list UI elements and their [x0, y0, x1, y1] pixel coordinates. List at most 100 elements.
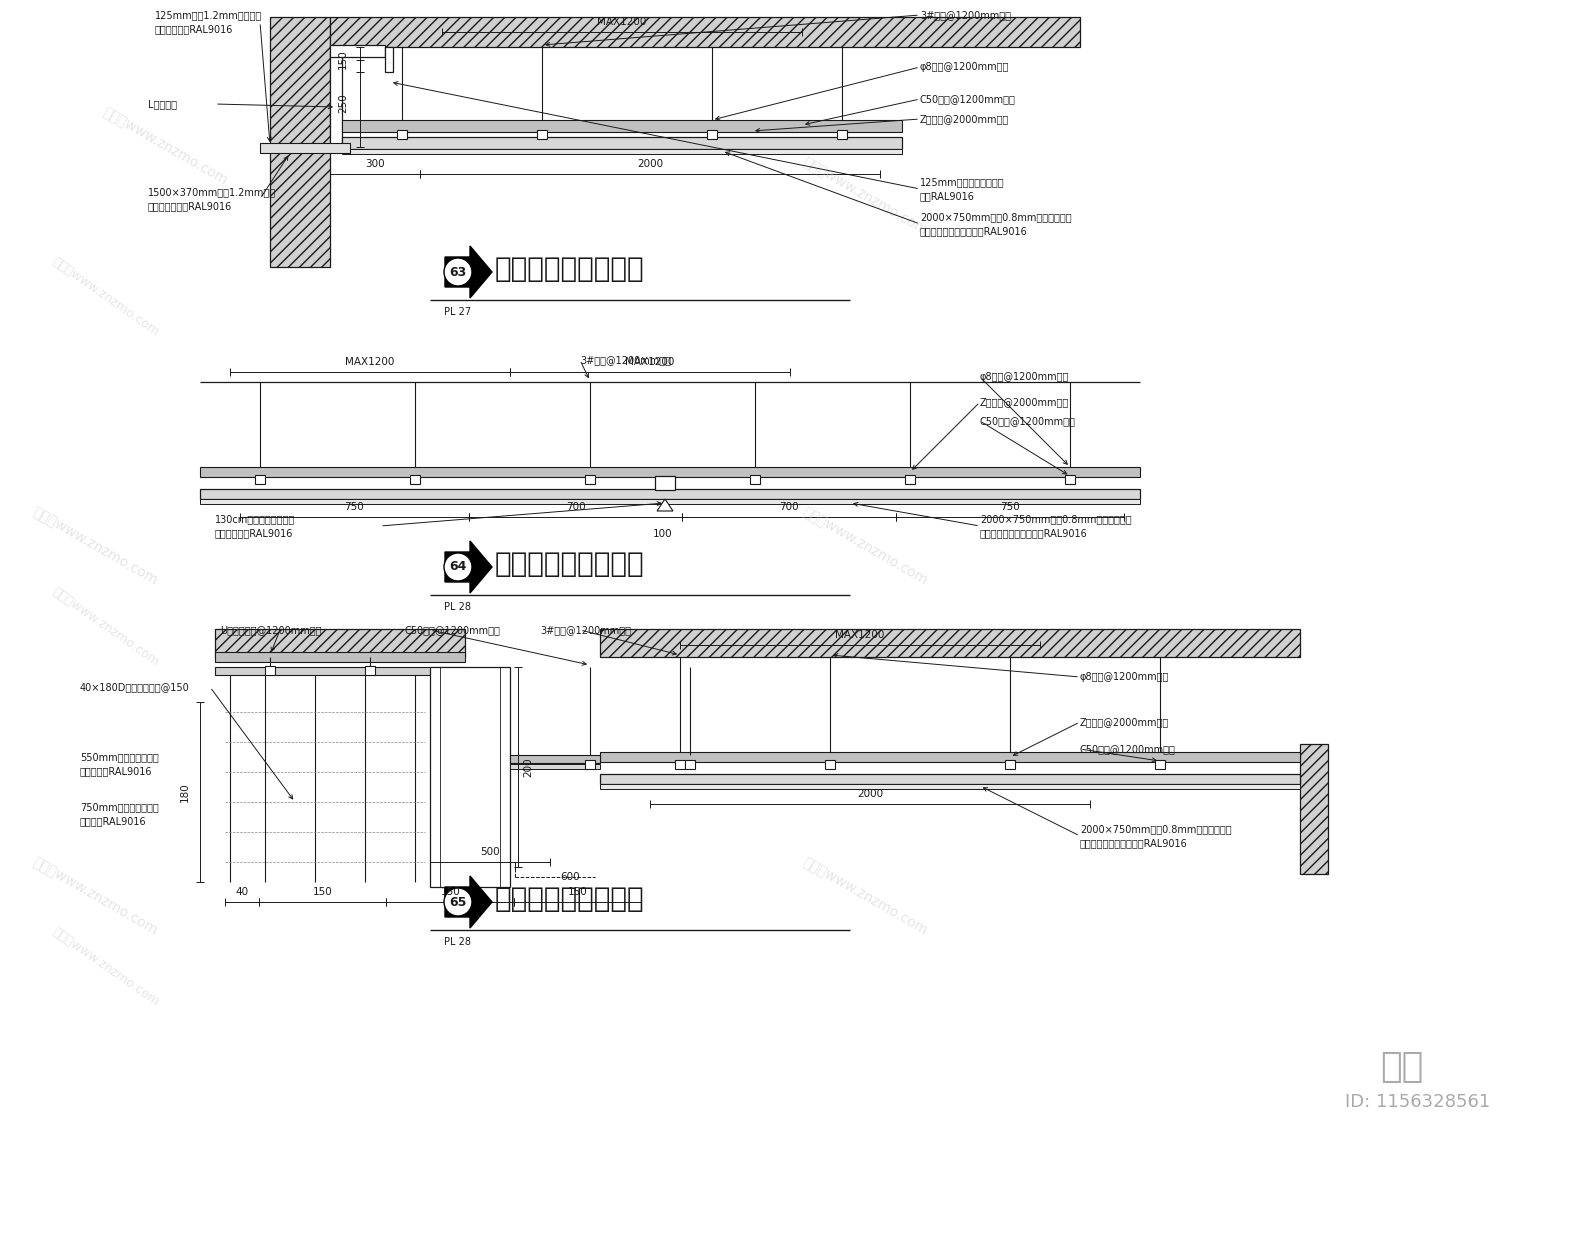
Text: PL 27: PL 27 — [445, 307, 471, 317]
Bar — [1299, 744, 1327, 874]
Bar — [600, 752, 1299, 762]
Text: 40×180D型铝合金挂片@150: 40×180D型铝合金挂片@150 — [80, 682, 190, 692]
Text: 顶板，颜色RAL9016: 顶板，颜色RAL9016 — [80, 766, 152, 776]
Bar — [905, 475, 914, 484]
Text: 金吊顶，颜色RAL9016: 金吊顶，颜色RAL9016 — [215, 527, 294, 537]
Bar — [825, 759, 836, 769]
Text: 知末网www.znzmo.com: 知末网www.znzmo.com — [30, 505, 160, 589]
Bar — [200, 466, 1141, 478]
Bar — [600, 784, 1299, 789]
Bar — [511, 764, 600, 769]
Bar — [1065, 475, 1075, 484]
Bar — [584, 475, 595, 484]
Bar — [584, 759, 595, 769]
Text: 2000×750mm宽，0.8mm厚钩挂式铝合: 2000×750mm宽，0.8mm厚钩挂式铝合 — [921, 212, 1071, 222]
Polygon shape — [445, 875, 492, 928]
Bar — [215, 652, 465, 662]
Text: 700: 700 — [779, 503, 798, 513]
Text: C50龙骨@1200mm间距: C50龙骨@1200mm间距 — [980, 416, 1076, 426]
Text: L型收边条: L型收边条 — [148, 99, 178, 108]
Bar — [385, 47, 393, 72]
Text: 知末网www.znzmo.com: 知末网www.znzmo.com — [800, 156, 930, 238]
Bar — [676, 759, 685, 769]
Text: 700: 700 — [566, 503, 586, 513]
Text: C50龙骨@1200mm间距: C50龙骨@1200mm间距 — [1079, 744, 1175, 754]
Text: 知末网www.znzmo.com: 知末网www.znzmo.com — [30, 855, 160, 939]
Text: 180: 180 — [181, 782, 190, 802]
Text: 40: 40 — [236, 887, 248, 897]
Polygon shape — [445, 246, 492, 298]
Bar — [215, 667, 465, 675]
Text: MAX1200: MAX1200 — [597, 17, 647, 27]
Text: 典型金属吊顶剖面图: 典型金属吊顶剖面图 — [495, 885, 644, 913]
Text: 合金吊顶，颜色RAL9016: 合金吊顶，颜色RAL9016 — [148, 201, 233, 211]
Bar — [255, 475, 265, 484]
Text: 板，颜色RAL9016: 板，颜色RAL9016 — [80, 816, 146, 826]
Text: 知末网www.znzmo.com: 知末网www.znzmo.com — [50, 256, 162, 339]
Text: C50龙骨@1200mm间距: C50龙骨@1200mm间距 — [921, 94, 1016, 104]
Text: φ8吊筋@1200mm间距: φ8吊筋@1200mm间距 — [1079, 672, 1169, 682]
Text: 2000×750mm宽，0.8mm厚钩挂式铝合: 2000×750mm宽，0.8mm厚钩挂式铝合 — [1079, 824, 1232, 834]
Text: 知末网www.znzmo.com: 知末网www.znzmo.com — [101, 106, 229, 188]
Text: 125mm特制立面收边板，: 125mm特制立面收边板， — [921, 177, 1004, 187]
Bar — [259, 143, 350, 153]
Text: 130cm宽变形缝专用铝合: 130cm宽变形缝专用铝合 — [215, 514, 295, 524]
Bar — [342, 148, 902, 153]
Text: 100: 100 — [654, 529, 672, 539]
Bar — [330, 45, 385, 57]
Text: 63: 63 — [449, 266, 467, 278]
Circle shape — [445, 888, 471, 917]
Text: MAX1200: MAX1200 — [346, 357, 394, 367]
Text: 金穿孔瓦楞板吊顶，颜色RAL9016: 金穿孔瓦楞板吊顶，颜色RAL9016 — [980, 527, 1087, 537]
Bar — [364, 666, 375, 675]
Bar — [837, 130, 847, 138]
Bar — [749, 475, 760, 484]
Text: 金穿孔瓦楞板吊顶，颜色RAL9016: 金穿孔瓦楞板吊顶，颜色RAL9016 — [1079, 838, 1188, 848]
Text: MAX1200: MAX1200 — [625, 357, 674, 367]
Bar — [511, 754, 600, 763]
Text: 750: 750 — [1001, 503, 1020, 513]
Text: 知末: 知末 — [1379, 1050, 1423, 1084]
Text: 3#角钢@1200mm间距: 3#角钢@1200mm间距 — [580, 355, 671, 365]
Text: φ8吊筋@1200mm间距: φ8吊筋@1200mm间距 — [921, 62, 1010, 72]
Text: 200: 200 — [523, 757, 533, 777]
Text: Z型龙骨@2000mm间距: Z型龙骨@2000mm间距 — [980, 397, 1070, 407]
Text: 250: 250 — [338, 94, 349, 113]
Bar — [342, 137, 902, 148]
Text: U型挂片龙骨@1200mm间距: U型挂片龙骨@1200mm间距 — [220, 625, 322, 635]
Polygon shape — [445, 541, 492, 594]
Text: 3#角钢@1200mm间距: 3#角钢@1200mm间距 — [921, 10, 1012, 20]
Text: Z型龙骨@2000mm间距: Z型龙骨@2000mm间距 — [921, 113, 1009, 123]
Text: 典型金属吊顶剖面图: 典型金属吊顶剖面图 — [495, 254, 644, 283]
Text: 3#角钢@1200mm间距: 3#角钢@1200mm间距 — [540, 625, 632, 635]
Bar — [685, 759, 694, 769]
Text: 2000×750mm宽，0.8mm厚钩挂式铝合: 2000×750mm宽，0.8mm厚钩挂式铝合 — [980, 514, 1131, 524]
Text: 典型金属吊顶剖面图: 典型金属吊顶剖面图 — [495, 550, 644, 579]
Bar — [200, 489, 1141, 499]
Text: 150: 150 — [567, 887, 588, 897]
Text: 反光板，颜色RAL9016: 反光板，颜色RAL9016 — [156, 24, 234, 34]
Text: 2000: 2000 — [856, 789, 883, 799]
Bar — [410, 475, 419, 484]
Bar — [200, 499, 1141, 504]
Bar — [655, 476, 676, 490]
Bar — [215, 628, 465, 657]
Text: 2000: 2000 — [636, 160, 663, 170]
Text: 150: 150 — [440, 887, 460, 897]
Text: 300: 300 — [364, 160, 385, 170]
Text: ID: 1156328561: ID: 1156328561 — [1345, 1094, 1491, 1111]
Bar — [430, 667, 511, 887]
Text: 750: 750 — [344, 503, 364, 513]
Text: 金穿孔瓦楞板吊顶，颜色RAL9016: 金穿孔瓦楞板吊顶，颜色RAL9016 — [921, 226, 1027, 236]
Circle shape — [445, 552, 471, 581]
Text: 64: 64 — [449, 560, 467, 574]
Text: MAX1200: MAX1200 — [836, 630, 884, 640]
Text: 750mm宽屏形铝合金吊: 750mm宽屏形铝合金吊 — [80, 802, 159, 812]
Bar — [397, 130, 407, 138]
Text: φ8吊筋@1200mm间距: φ8吊筋@1200mm间距 — [980, 372, 1070, 382]
Bar — [1155, 759, 1166, 769]
Text: Z型龙骨@2000mm间距: Z型龙骨@2000mm间距 — [1079, 717, 1169, 727]
Text: 550mm宽屏形铝合金吊: 550mm宽屏形铝合金吊 — [80, 752, 159, 762]
Text: 知末网www.znzmo.com: 知末网www.znzmo.com — [800, 855, 930, 939]
Text: 65: 65 — [449, 895, 467, 909]
